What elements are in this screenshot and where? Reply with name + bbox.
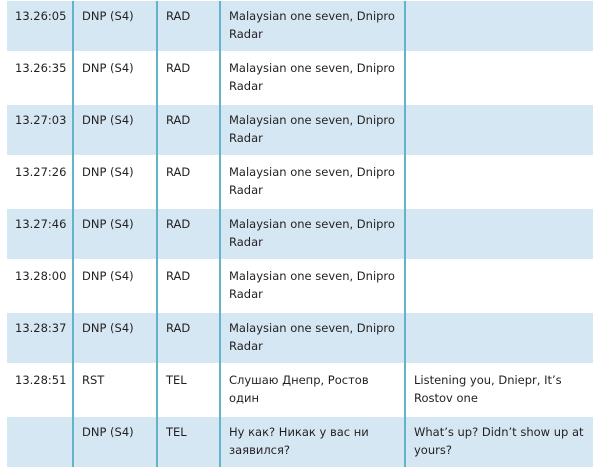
cell-from: DNP (S4)	[72, 259, 157, 312]
table-row: 13.27:46 DNP (S4) RAD Malaysian one seven, …	[7, 207, 593, 260]
cell-type: RAD	[156, 207, 220, 260]
cell-original: Malaysian one seven, Dnipro Radar	[219, 0, 405, 52]
cell-translation: Listening you, Dniepr, It’s Rostov one	[404, 363, 593, 416]
cell-type: RAD	[156, 259, 220, 312]
cell-translation: What’s up? Didn’t show up at yours?	[404, 415, 593, 467]
table-row: 13.27:26 DNP (S4) RAD Malaysian one seven, …	[7, 155, 593, 208]
cell-time: 13.26:05	[7, 0, 73, 52]
cell-translation	[404, 103, 593, 156]
cell-from: DNP (S4)	[72, 103, 157, 156]
cell-original: Malaysian one seven, Dnipro Radar	[219, 155, 405, 208]
table-row: DNP (S4) TEL Ну как? Никак у вас ни заявил…	[7, 415, 593, 467]
cell-original: Malaysian one seven, Dnipro Radar	[219, 103, 405, 156]
cell-original: Malaysian one seven, Dnipro Radar	[219, 207, 405, 260]
cell-time: 13.27:46	[7, 207, 73, 260]
cell-translation	[404, 0, 593, 52]
cell-translation	[404, 155, 593, 208]
table-row: 13.28:00 DNP (S4) RAD Malaysian one seven, …	[7, 259, 593, 312]
cell-translation	[404, 259, 593, 312]
cell-type: RAD	[156, 155, 220, 208]
cell-translation	[404, 207, 593, 260]
cell-original: Ну как? Никак у вас ни заявился?	[219, 415, 405, 467]
cell-original: Слушаю Днепр, Ростов один	[219, 363, 405, 416]
transcript-table: 13.26:05 DNP (S4) RAD Malaysian one seven, …	[7, 0, 593, 467]
cell-from: DNP (S4)	[72, 415, 157, 467]
cell-type: TEL	[156, 363, 220, 416]
cell-time: 13.27:26	[7, 155, 73, 208]
cell-original: Malaysian one seven, Dnipro Radar	[219, 311, 405, 364]
cell-time: 13.28:51	[7, 363, 73, 416]
table-row: 13.26:35 DNP (S4) RAD Malaysian one seven, …	[7, 51, 593, 104]
cell-original: Malaysian one seven, Dnipro Radar	[219, 259, 405, 312]
cell-time: 13.26:35	[7, 51, 73, 104]
cell-translation	[404, 51, 593, 104]
cell-translation	[404, 311, 593, 364]
table-row: 13.27:03 DNP (S4) RAD Malaysian one seven, …	[7, 103, 593, 156]
cell-type: RAD	[156, 51, 220, 104]
cell-from: DNP (S4)	[72, 51, 157, 104]
table-row: 13.28:51 RST TEL Слушаю Днепр, Ростов один L…	[7, 363, 593, 416]
cell-type: RAD	[156, 311, 220, 364]
cell-time	[7, 415, 73, 467]
cell-original: Malaysian one seven, Dnipro Radar	[219, 51, 405, 104]
cell-from: RST	[72, 363, 157, 416]
cell-from: DNP (S4)	[72, 155, 157, 208]
cell-time: 13.28:37	[7, 311, 73, 364]
cell-type: TEL	[156, 415, 220, 467]
cell-from: DNP (S4)	[72, 0, 157, 52]
table-row: 13.26:05 DNP (S4) RAD Malaysian one seven, …	[7, 0, 593, 52]
cell-time: 13.28:00	[7, 259, 73, 312]
cell-type: RAD	[156, 103, 220, 156]
cell-from: DNP (S4)	[72, 311, 157, 364]
table-row: 13.28:37 DNP (S4) RAD Malaysian one seven, …	[7, 311, 593, 364]
cell-time: 13.27:03	[7, 103, 73, 156]
cell-from: DNP (S4)	[72, 207, 157, 260]
cell-type: RAD	[156, 0, 220, 52]
